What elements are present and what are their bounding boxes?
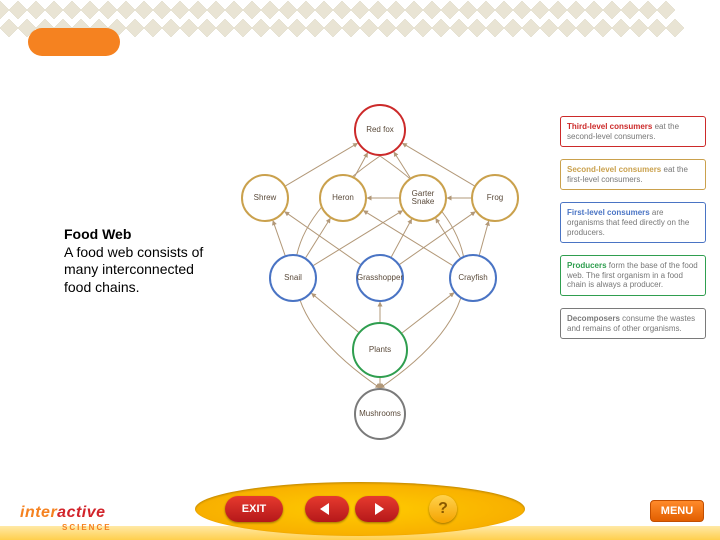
node-crayfish: Crayfish (449, 254, 497, 302)
legend-box-1: Second-level consumers eat the first-lev… (560, 159, 706, 190)
food-web-diagram: Red fox Shrew Heron Garter Snake Frog Snail Gr… (225, 100, 535, 430)
legend-box-3: Producers form the base of the food web.… (560, 255, 706, 296)
footer: interactive SCIENCE EXIT ? MENU (0, 474, 720, 540)
legend-lead: Third-level consumers (567, 122, 652, 131)
node-snail: Snail (269, 254, 317, 302)
legend-lead: Producers (567, 261, 607, 270)
logo-part-2: active (57, 504, 105, 521)
arrow-right-icon (367, 502, 387, 516)
node-label: Red fox (364, 126, 396, 134)
exit-button[interactable]: EXIT (225, 496, 283, 522)
logo-part-1: inter (20, 504, 57, 521)
node-garter: Garter Snake (399, 174, 447, 222)
legend-panel: Third-level consumers eat the second-lev… (560, 116, 706, 351)
legend-lead: Second-level consumers (567, 165, 661, 174)
legend-box-2: First-level consumers are organisms that… (560, 202, 706, 243)
brand-subtitle: SCIENCE (62, 523, 112, 532)
node-label: Garter Snake (401, 190, 445, 207)
node-frog: Frog (471, 174, 519, 222)
orange-pill-accent (28, 28, 120, 56)
menu-button-label: MENU (661, 505, 693, 517)
caption-block: Food Web A food web consists of many int… (64, 226, 204, 296)
help-button[interactable]: ? (429, 495, 457, 523)
node-label: Frog (485, 194, 505, 202)
node-label: Grasshopper (355, 274, 405, 282)
node-redfox: Red fox (354, 104, 406, 156)
node-grasshopper: Grasshopper (356, 254, 404, 302)
caption-title: Food Web (64, 226, 204, 244)
node-label: Crayfish (456, 274, 489, 282)
node-plants: Plants (352, 322, 408, 378)
brand-logo: interactive (20, 504, 106, 522)
forward-button[interactable] (355, 496, 399, 522)
back-button[interactable] (305, 496, 349, 522)
help-button-label: ? (438, 500, 448, 518)
exit-button-label: EXIT (242, 503, 266, 515)
legend-box-0: Third-level consumers eat the second-lev… (560, 116, 706, 147)
legend-lead: First-level consumers (567, 208, 650, 217)
node-mushrooms: Mushrooms (354, 388, 406, 440)
node-shrew: Shrew (241, 174, 289, 222)
caption-body: A food web consists of many interconnect… (64, 244, 204, 297)
node-heron: Heron (319, 174, 367, 222)
legend-lead: Decomposers (567, 314, 620, 323)
node-label: Mushrooms (357, 410, 403, 418)
menu-button[interactable]: MENU (650, 500, 704, 522)
node-label: Plants (367, 346, 393, 354)
node-label: Snail (282, 274, 304, 282)
node-label: Heron (330, 194, 356, 202)
legend-box-4: Decomposers consume the wastes and remai… (560, 308, 706, 339)
arrow-left-icon (317, 502, 337, 516)
nav-panel: EXIT ? (195, 482, 525, 536)
node-label: Shrew (252, 194, 279, 202)
